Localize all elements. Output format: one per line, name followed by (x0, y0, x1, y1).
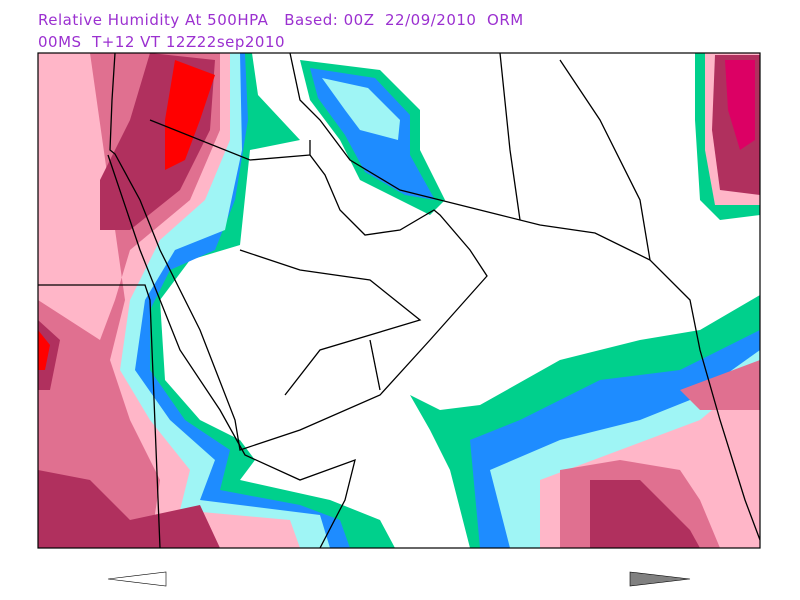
colorbar-over (629, 571, 691, 587)
title: Relative Humidity At 500HPA Based: 00Z 2… (38, 11, 524, 29)
colorbar-under (107, 571, 167, 587)
band-80 (38, 470, 220, 548)
band-70 (680, 360, 760, 410)
band-80 (590, 480, 700, 548)
coastline (107, 154, 356, 548)
band-95 (725, 60, 755, 150)
border (499, 53, 521, 221)
border (369, 339, 381, 391)
humidity-fields (38, 53, 760, 548)
band-50 (322, 78, 400, 140)
coastline (289, 53, 760, 541)
colorbar (107, 571, 691, 587)
band-90 (38, 330, 50, 370)
border (239, 249, 422, 396)
coastlines (38, 53, 760, 548)
border (149, 119, 311, 161)
border (38, 284, 161, 548)
band-90 (165, 60, 215, 170)
map-frame (37, 52, 761, 549)
border (559, 59, 651, 261)
coastline (109, 53, 488, 451)
subtitle: 00MS T+12 VT 12Z22sep2010 (38, 33, 285, 51)
